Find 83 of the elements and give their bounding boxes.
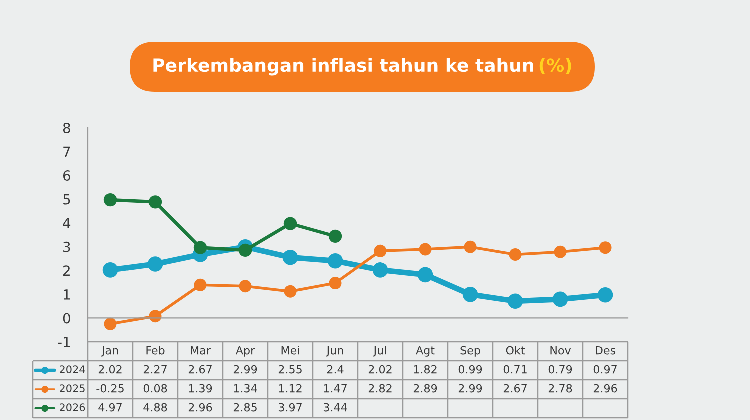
point <box>284 217 298 230</box>
x-tick-label: Apr <box>236 346 256 357</box>
point <box>148 256 164 272</box>
point <box>599 242 612 254</box>
data-label: 2.4 <box>327 365 344 374</box>
legend-label: 2025 <box>60 384 85 393</box>
point <box>419 243 432 256</box>
data-label: 2.99 <box>234 365 258 374</box>
point <box>508 294 524 309</box>
point <box>282 250 298 266</box>
point <box>552 292 568 308</box>
data-label: 3.44 <box>324 403 348 412</box>
point <box>464 240 477 254</box>
point <box>462 287 478 302</box>
y-tick-label: 7 <box>64 146 70 158</box>
data-label: 2.55 <box>278 365 302 374</box>
data-label: 2.99 <box>458 384 482 393</box>
y-tick-label: 5 <box>64 194 70 205</box>
data-label: 2.85 <box>234 403 257 412</box>
data-label: 0.79 <box>548 365 572 374</box>
data-label: 1.34 <box>234 384 258 393</box>
data-label: 2.96 <box>594 384 618 393</box>
data-label: 2.02 <box>368 365 392 374</box>
point <box>148 196 162 209</box>
point <box>284 285 297 298</box>
legend-label: 2026 <box>60 404 86 412</box>
data-label: 2.02 <box>98 365 122 374</box>
data-label: 1.39 <box>189 384 212 393</box>
point <box>509 248 522 261</box>
data-label: 4.97 <box>98 403 122 412</box>
data-label: 0.97 <box>594 365 617 374</box>
y-tick-label: 0 <box>63 313 70 324</box>
point <box>102 262 118 278</box>
x-tick-label: Mei <box>282 346 300 355</box>
data-label: 1.47 <box>324 384 347 393</box>
x-tick-label: Okt <box>506 346 525 355</box>
x-tick-label: Des <box>596 346 616 355</box>
y-tick-label: 6 <box>63 170 70 182</box>
y-tick-label: 4 <box>63 218 71 228</box>
legend-label: 2024 <box>60 366 86 374</box>
point <box>239 280 252 293</box>
point <box>598 288 614 303</box>
y-tick-label: 8 <box>63 122 70 134</box>
point <box>328 230 342 244</box>
x-tick-label: Jan <box>101 346 118 357</box>
y-tick-label: 1 <box>64 290 70 300</box>
x-tick-label: Agt <box>416 346 435 357</box>
data-label: 3.97 <box>278 403 302 412</box>
point <box>554 246 567 258</box>
x-tick-label: Jul <box>373 346 386 357</box>
y-tick-label: 2 <box>64 266 70 276</box>
point <box>104 318 117 330</box>
data-label: -0.25 <box>96 384 124 393</box>
data-label: 2.67 <box>504 384 527 393</box>
x-tick-label: Jun <box>326 346 344 357</box>
point <box>194 278 207 292</box>
data-label: 2.89 <box>414 384 438 393</box>
data-label: 2.78 <box>548 384 572 393</box>
point <box>374 244 387 258</box>
x-tick-label: Feb <box>146 346 165 355</box>
chart-title: Perkembangan inflasi tahun ke tahun (%) <box>154 58 572 76</box>
data-label: 1.12 <box>279 384 302 393</box>
y-tick-label: -1 <box>58 337 70 348</box>
x-tick-label: Sep <box>460 346 480 357</box>
data-label: 1.82 <box>414 365 437 374</box>
data-label: 0.08 <box>144 384 168 393</box>
point <box>372 262 388 278</box>
data-label: 2.82 <box>368 384 392 393</box>
data-label: 4.88 <box>144 403 168 412</box>
data-label: 0.71 <box>504 365 527 374</box>
point <box>418 267 434 283</box>
point <box>238 244 252 258</box>
point <box>194 241 208 254</box>
data-label: 2.67 <box>188 365 212 374</box>
data-label: 2.27 <box>144 365 167 374</box>
data-label: 2.96 <box>188 403 212 412</box>
point <box>328 254 344 269</box>
data-label: 0.99 <box>458 365 482 374</box>
x-tick-label: Mar <box>191 346 211 355</box>
x-tick-label: Nov <box>550 346 572 355</box>
y-tick-label: 3 <box>64 242 70 252</box>
point <box>104 193 118 207</box>
point <box>329 277 342 290</box>
